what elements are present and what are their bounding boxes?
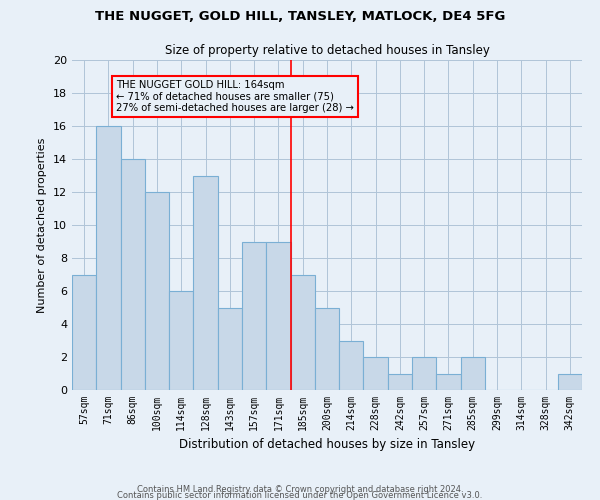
Bar [388,374,412,390]
Bar [145,192,169,390]
Bar [412,357,436,390]
Bar [72,274,96,390]
Bar [461,357,485,390]
Bar [436,374,461,390]
Bar [290,274,315,390]
X-axis label: Distribution of detached houses by size in Tansley: Distribution of detached houses by size … [179,438,475,452]
Text: THE NUGGET GOLD HILL: 164sqm
← 71% of detached houses are smaller (75)
27% of se: THE NUGGET GOLD HILL: 164sqm ← 71% of de… [116,80,353,113]
Bar [121,159,145,390]
Text: THE NUGGET, GOLD HILL, TANSLEY, MATLOCK, DE4 5FG: THE NUGGET, GOLD HILL, TANSLEY, MATLOCK,… [95,10,505,23]
Text: Contains HM Land Registry data © Crown copyright and database right 2024.: Contains HM Land Registry data © Crown c… [137,484,463,494]
Title: Size of property relative to detached houses in Tansley: Size of property relative to detached ho… [164,44,490,58]
Bar [364,357,388,390]
Bar [315,308,339,390]
Bar [96,126,121,390]
Bar [218,308,242,390]
Bar [169,291,193,390]
Y-axis label: Number of detached properties: Number of detached properties [37,138,47,312]
Bar [266,242,290,390]
Bar [193,176,218,390]
Bar [558,374,582,390]
Bar [339,340,364,390]
Text: Contains public sector information licensed under the Open Government Licence v3: Contains public sector information licen… [118,490,482,500]
Bar [242,242,266,390]
